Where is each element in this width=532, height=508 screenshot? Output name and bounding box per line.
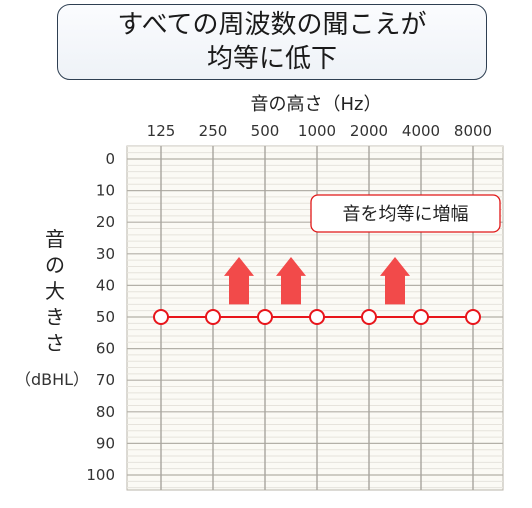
- y-tick-label: 100: [86, 466, 115, 484]
- x-tick-label: 1000: [298, 122, 336, 140]
- up-arrow: [380, 256, 410, 305]
- y-tick-label: 80: [96, 403, 115, 421]
- y-tick-label: 70: [96, 371, 115, 389]
- title-box: すべての周波数の聞こえが 均等に低下: [57, 4, 487, 80]
- series: [153, 309, 481, 325]
- annotations: 音を均等に増幅: [224, 194, 501, 305]
- data-point: [257, 309, 273, 325]
- x-tick-label: 250: [199, 122, 228, 140]
- data-point: [153, 309, 169, 325]
- x-tick-label: 2000: [350, 122, 388, 140]
- y-axis-unit: （dBHL）: [15, 370, 89, 389]
- y-tick-label: 60: [96, 340, 115, 358]
- y-tick-label: 90: [96, 434, 115, 452]
- y-axis-title-char: さ: [45, 331, 65, 355]
- y-tick-label: 10: [96, 182, 115, 200]
- x-tick-label: 500: [251, 122, 280, 140]
- annotation-text: 音を均等に増幅: [343, 204, 469, 225]
- y-tick-label: 0: [105, 150, 115, 168]
- annotation-box: [310, 194, 501, 233]
- y-axis-title-char: 音: [45, 227, 65, 251]
- data-point: [465, 309, 481, 325]
- data-point: [309, 309, 325, 325]
- y-axis-title-char: 大: [45, 279, 65, 303]
- up-arrow: [224, 256, 254, 305]
- title-line-1: すべての周波数の聞こえが: [117, 10, 427, 40]
- y-axis-title-char: き: [45, 305, 65, 329]
- x-axis-title: 音の高さ（Hz）: [251, 94, 382, 115]
- data-point: [361, 309, 377, 325]
- y-tick-label: 30: [96, 245, 115, 263]
- title-line-2: 均等に低下: [206, 44, 337, 74]
- x-tick-label: 125: [147, 122, 176, 140]
- x-tick-label: 8000: [454, 122, 492, 140]
- data-point: [413, 309, 429, 325]
- y-tick-label: 40: [96, 276, 115, 294]
- up-arrow: [276, 256, 306, 305]
- data-point: [205, 309, 221, 325]
- x-tick-label: 4000: [402, 122, 440, 140]
- y-axis-title-char: の: [45, 253, 65, 277]
- y-tick-label: 20: [96, 213, 115, 231]
- y-tick-label: 50: [96, 308, 115, 326]
- labels: 0 10 20 30 40 50 60 70 80 90 100 125 250 500 1000 2000 4…: [15, 94, 492, 484]
